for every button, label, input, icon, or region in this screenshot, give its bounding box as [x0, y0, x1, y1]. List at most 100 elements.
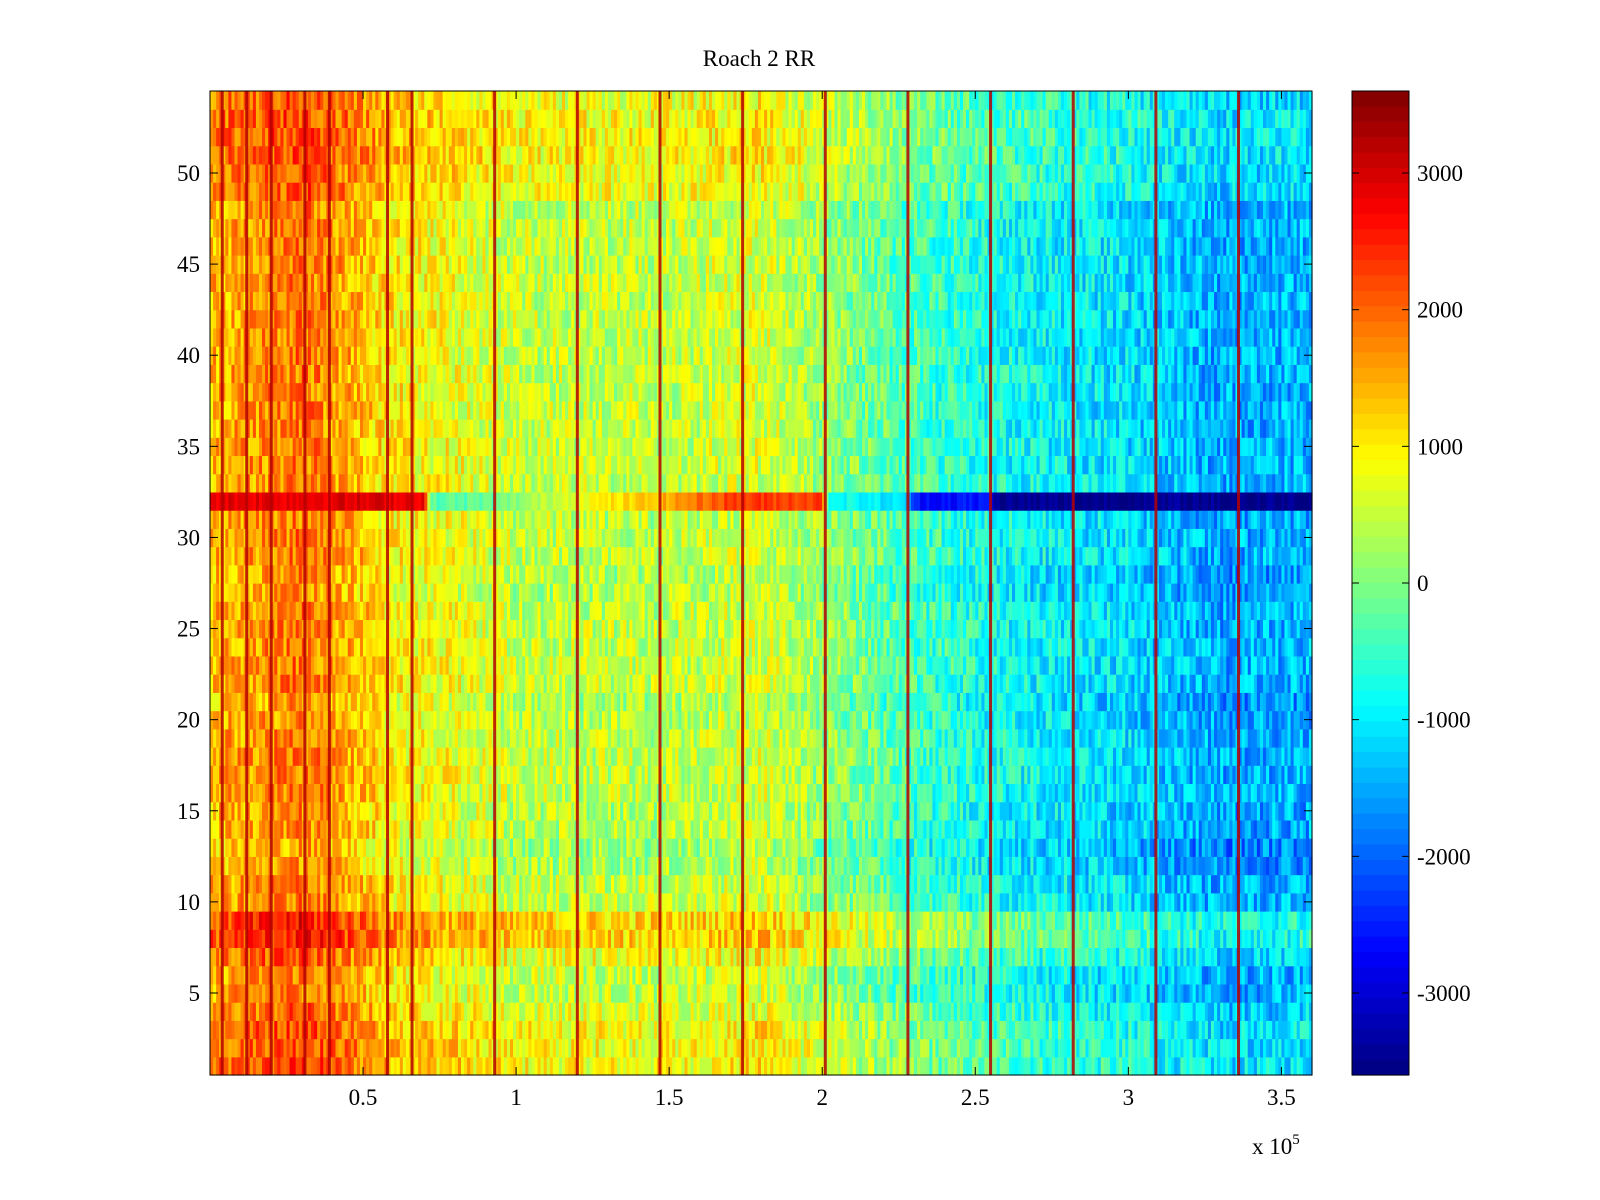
heatmap-cell	[1113, 1002, 1117, 1021]
heatmap-cell	[1143, 911, 1148, 930]
heatmap-cell	[1244, 874, 1249, 894]
heatmap-cell	[1073, 856, 1077, 876]
heatmap-cell	[1162, 983, 1166, 1003]
heatmap-cell	[537, 1056, 542, 1076]
heatmap-cell	[626, 929, 630, 949]
heatmap-cell	[800, 1056, 805, 1076]
heatmap-cell	[396, 1020, 401, 1040]
heatmap-cell	[1281, 892, 1286, 912]
heatmap-cell	[1088, 1038, 1093, 1058]
heatmap-cell	[467, 965, 471, 985]
heatmap-cell	[1210, 911, 1215, 930]
heatmap-cell	[506, 819, 511, 839]
heatmap-cell	[638, 911, 643, 930]
heatmap-cell	[862, 1002, 866, 1021]
heatmap-cell	[782, 965, 787, 985]
heatmap-cell	[1012, 892, 1016, 912]
heatmap-cell	[421, 856, 425, 876]
heatmap-cell	[461, 819, 465, 839]
heatmap-cell	[231, 1056, 236, 1076]
heatmap-cell	[1116, 838, 1120, 857]
heatmap-cell	[228, 983, 233, 1003]
heatmap-cell	[868, 983, 872, 1003]
heatmap-cell	[1275, 929, 1279, 949]
heatmap-cell	[996, 983, 1001, 1003]
heatmap-cell	[537, 892, 542, 912]
heatmap-cell	[1008, 1002, 1013, 1021]
heatmap-cell	[705, 1002, 710, 1021]
heatmap-cell	[825, 1056, 829, 1076]
heatmap-cell	[356, 1038, 361, 1058]
heatmap-cell	[1113, 983, 1117, 1003]
heatmap-cell	[421, 838, 425, 857]
heatmap-cell	[531, 1056, 536, 1076]
heatmap-cell	[1207, 874, 1212, 894]
heatmap-cell	[1088, 838, 1093, 857]
heatmap-cell	[1266, 892, 1270, 912]
heatmap-cell	[1278, 983, 1282, 1003]
heatmap-cell	[687, 874, 692, 894]
heatmap-cell	[412, 947, 416, 967]
heatmap-cell	[592, 892, 597, 912]
heatmap-cell	[356, 1020, 361, 1040]
heatmap-cell	[920, 838, 924, 857]
heatmap-cell	[1238, 1056, 1243, 1076]
heatmap-cell	[1131, 856, 1136, 876]
heatmap-cell	[1119, 929, 1123, 949]
heatmap-cell	[249, 892, 254, 912]
heatmap-cell	[283, 911, 288, 930]
heatmap-cell	[589, 965, 594, 985]
heatmap-cell	[1030, 1056, 1035, 1076]
heatmap-cell	[874, 911, 878, 930]
heatmap-cell	[442, 965, 447, 985]
heatmap-cell	[522, 911, 526, 930]
heatmap-cell	[234, 947, 239, 967]
heatmap-cell	[761, 1020, 765, 1040]
heatmap-cell	[1116, 856, 1120, 876]
heatmap-cell	[436, 1002, 441, 1021]
heatmap-cell	[745, 892, 750, 912]
heatmap-cell	[265, 856, 269, 876]
heatmap-cell	[314, 1056, 318, 1076]
heatmap-cell	[721, 819, 725, 839]
heatmap-cell	[1272, 1056, 1276, 1076]
heatmap-cell	[702, 911, 707, 930]
heatmap-cell	[956, 892, 961, 912]
heatmap-cell	[589, 983, 594, 1003]
heatmap-cell	[405, 947, 410, 967]
heatmap-cell	[745, 965, 750, 985]
heatmap-cell	[277, 1020, 281, 1040]
heatmap-cell	[837, 1038, 842, 1058]
heatmap-cell	[1122, 929, 1126, 949]
heatmap-cell	[993, 1020, 998, 1040]
heatmap-cell	[1094, 965, 1099, 985]
heatmap-cell	[972, 838, 976, 857]
heatmap-cell	[424, 1056, 428, 1076]
heatmap-cell	[914, 856, 918, 876]
heatmap-cell	[534, 929, 539, 949]
heatmap-cell	[1162, 965, 1166, 985]
heatmap-cell	[767, 1038, 771, 1058]
heatmap-cell	[448, 911, 453, 930]
heatmap-cell	[647, 838, 652, 857]
heatmap-cell	[895, 911, 900, 930]
heatmap-cell	[999, 1056, 1004, 1076]
heatmap-cell	[1021, 1056, 1025, 1076]
heatmap-cell	[794, 1038, 799, 1058]
heatmap-cell	[457, 892, 462, 912]
heatmap-cell	[745, 856, 750, 876]
heatmap-cell	[1272, 1020, 1276, 1040]
heatmap-cell	[932, 929, 937, 949]
heatmap-cell	[1201, 911, 1206, 930]
heatmap-cell	[1008, 856, 1013, 876]
heatmap-cell	[803, 1002, 808, 1021]
heatmap-cell	[1293, 856, 1298, 876]
heatmap-cell	[843, 838, 848, 857]
heatmap-cell	[503, 1038, 508, 1058]
heatmap-cell	[834, 965, 839, 985]
heatmap-cell	[286, 1020, 291, 1040]
heatmap-cell	[1103, 1038, 1108, 1058]
heatmap-cell	[1140, 874, 1145, 894]
heatmap-cell	[375, 1020, 379, 1040]
heatmap-cell	[430, 856, 435, 876]
